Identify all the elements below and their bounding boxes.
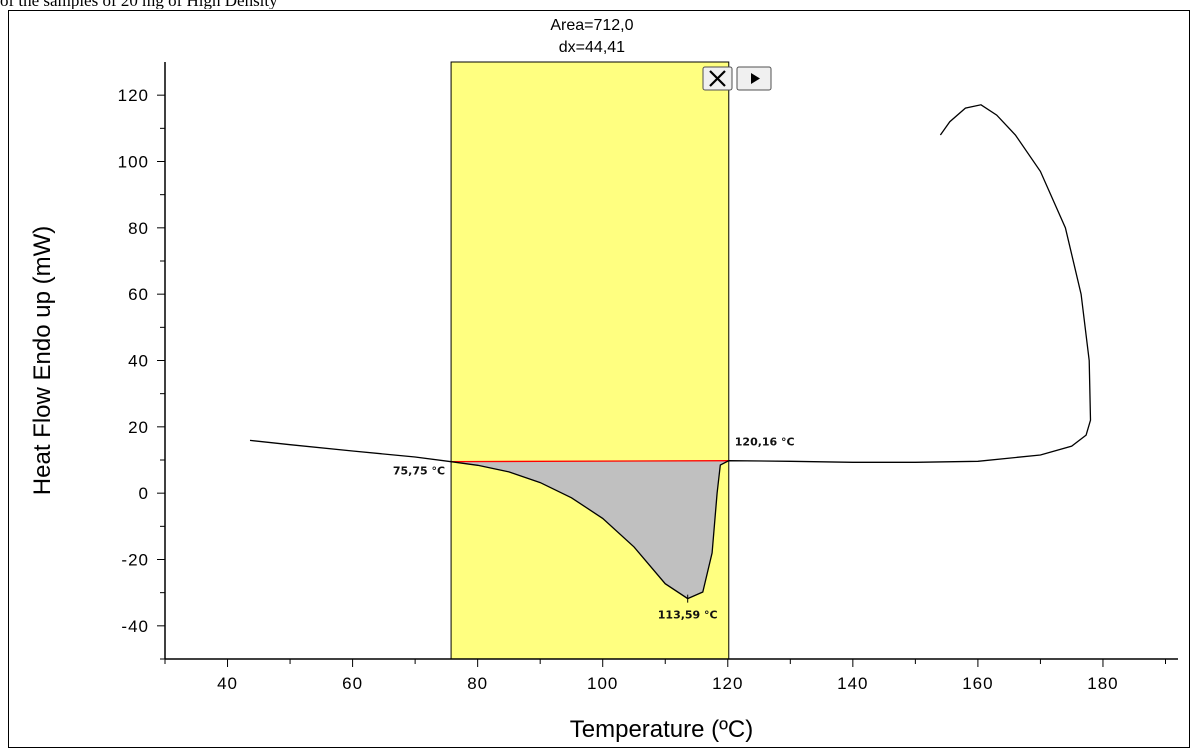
heat-flow-line: [249, 104, 1092, 600]
x-tick-label: 180: [1087, 674, 1118, 693]
y-tick-label: 20: [128, 418, 149, 437]
y-tick-label: 40: [128, 352, 149, 371]
x-tick-label: 60: [342, 674, 363, 693]
y-tick-label: -20: [121, 551, 149, 570]
dx-label: dx=44,41: [559, 39, 625, 56]
page-caption: of the samples of 20 mg of High Density: [0, 0, 1192, 9]
y-tick-label: 120: [118, 86, 149, 105]
y-tick-label: 80: [128, 219, 149, 238]
chart-frame: [8, 10, 1190, 748]
integrated-area: [451, 460, 729, 599]
x-tick-label: 80: [467, 674, 488, 693]
x-axis-title: Temperature (ºC): [570, 716, 753, 743]
x-tick-label: 40: [217, 674, 238, 693]
x-tick-label: 120: [712, 674, 743, 693]
y-tick-label: 100: [118, 153, 149, 172]
next-button[interactable]: [736, 66, 772, 91]
play-arrow-icon: [751, 73, 760, 84]
onset-temperature-label: 75,75 °C: [393, 465, 445, 478]
peak-temperature-label: 113,59 °C: [658, 609, 718, 622]
x-tick-label: 160: [962, 674, 993, 693]
area-label: Area=712,0: [550, 17, 633, 34]
endset-temperature-label: 120,16 °C: [735, 436, 795, 449]
y-tick-label: 60: [128, 285, 149, 304]
x-tick-label: 100: [587, 674, 618, 693]
y-tick-label: 0: [139, 484, 149, 503]
close-button[interactable]: [702, 66, 733, 91]
y-axis-title: Heat Flow Endo up (mW): [29, 226, 56, 495]
integration-baseline: [451, 460, 729, 463]
y-tick-label: -40: [121, 617, 149, 636]
x-tick-label: 140: [837, 674, 868, 693]
close-icon: [709, 70, 726, 87]
